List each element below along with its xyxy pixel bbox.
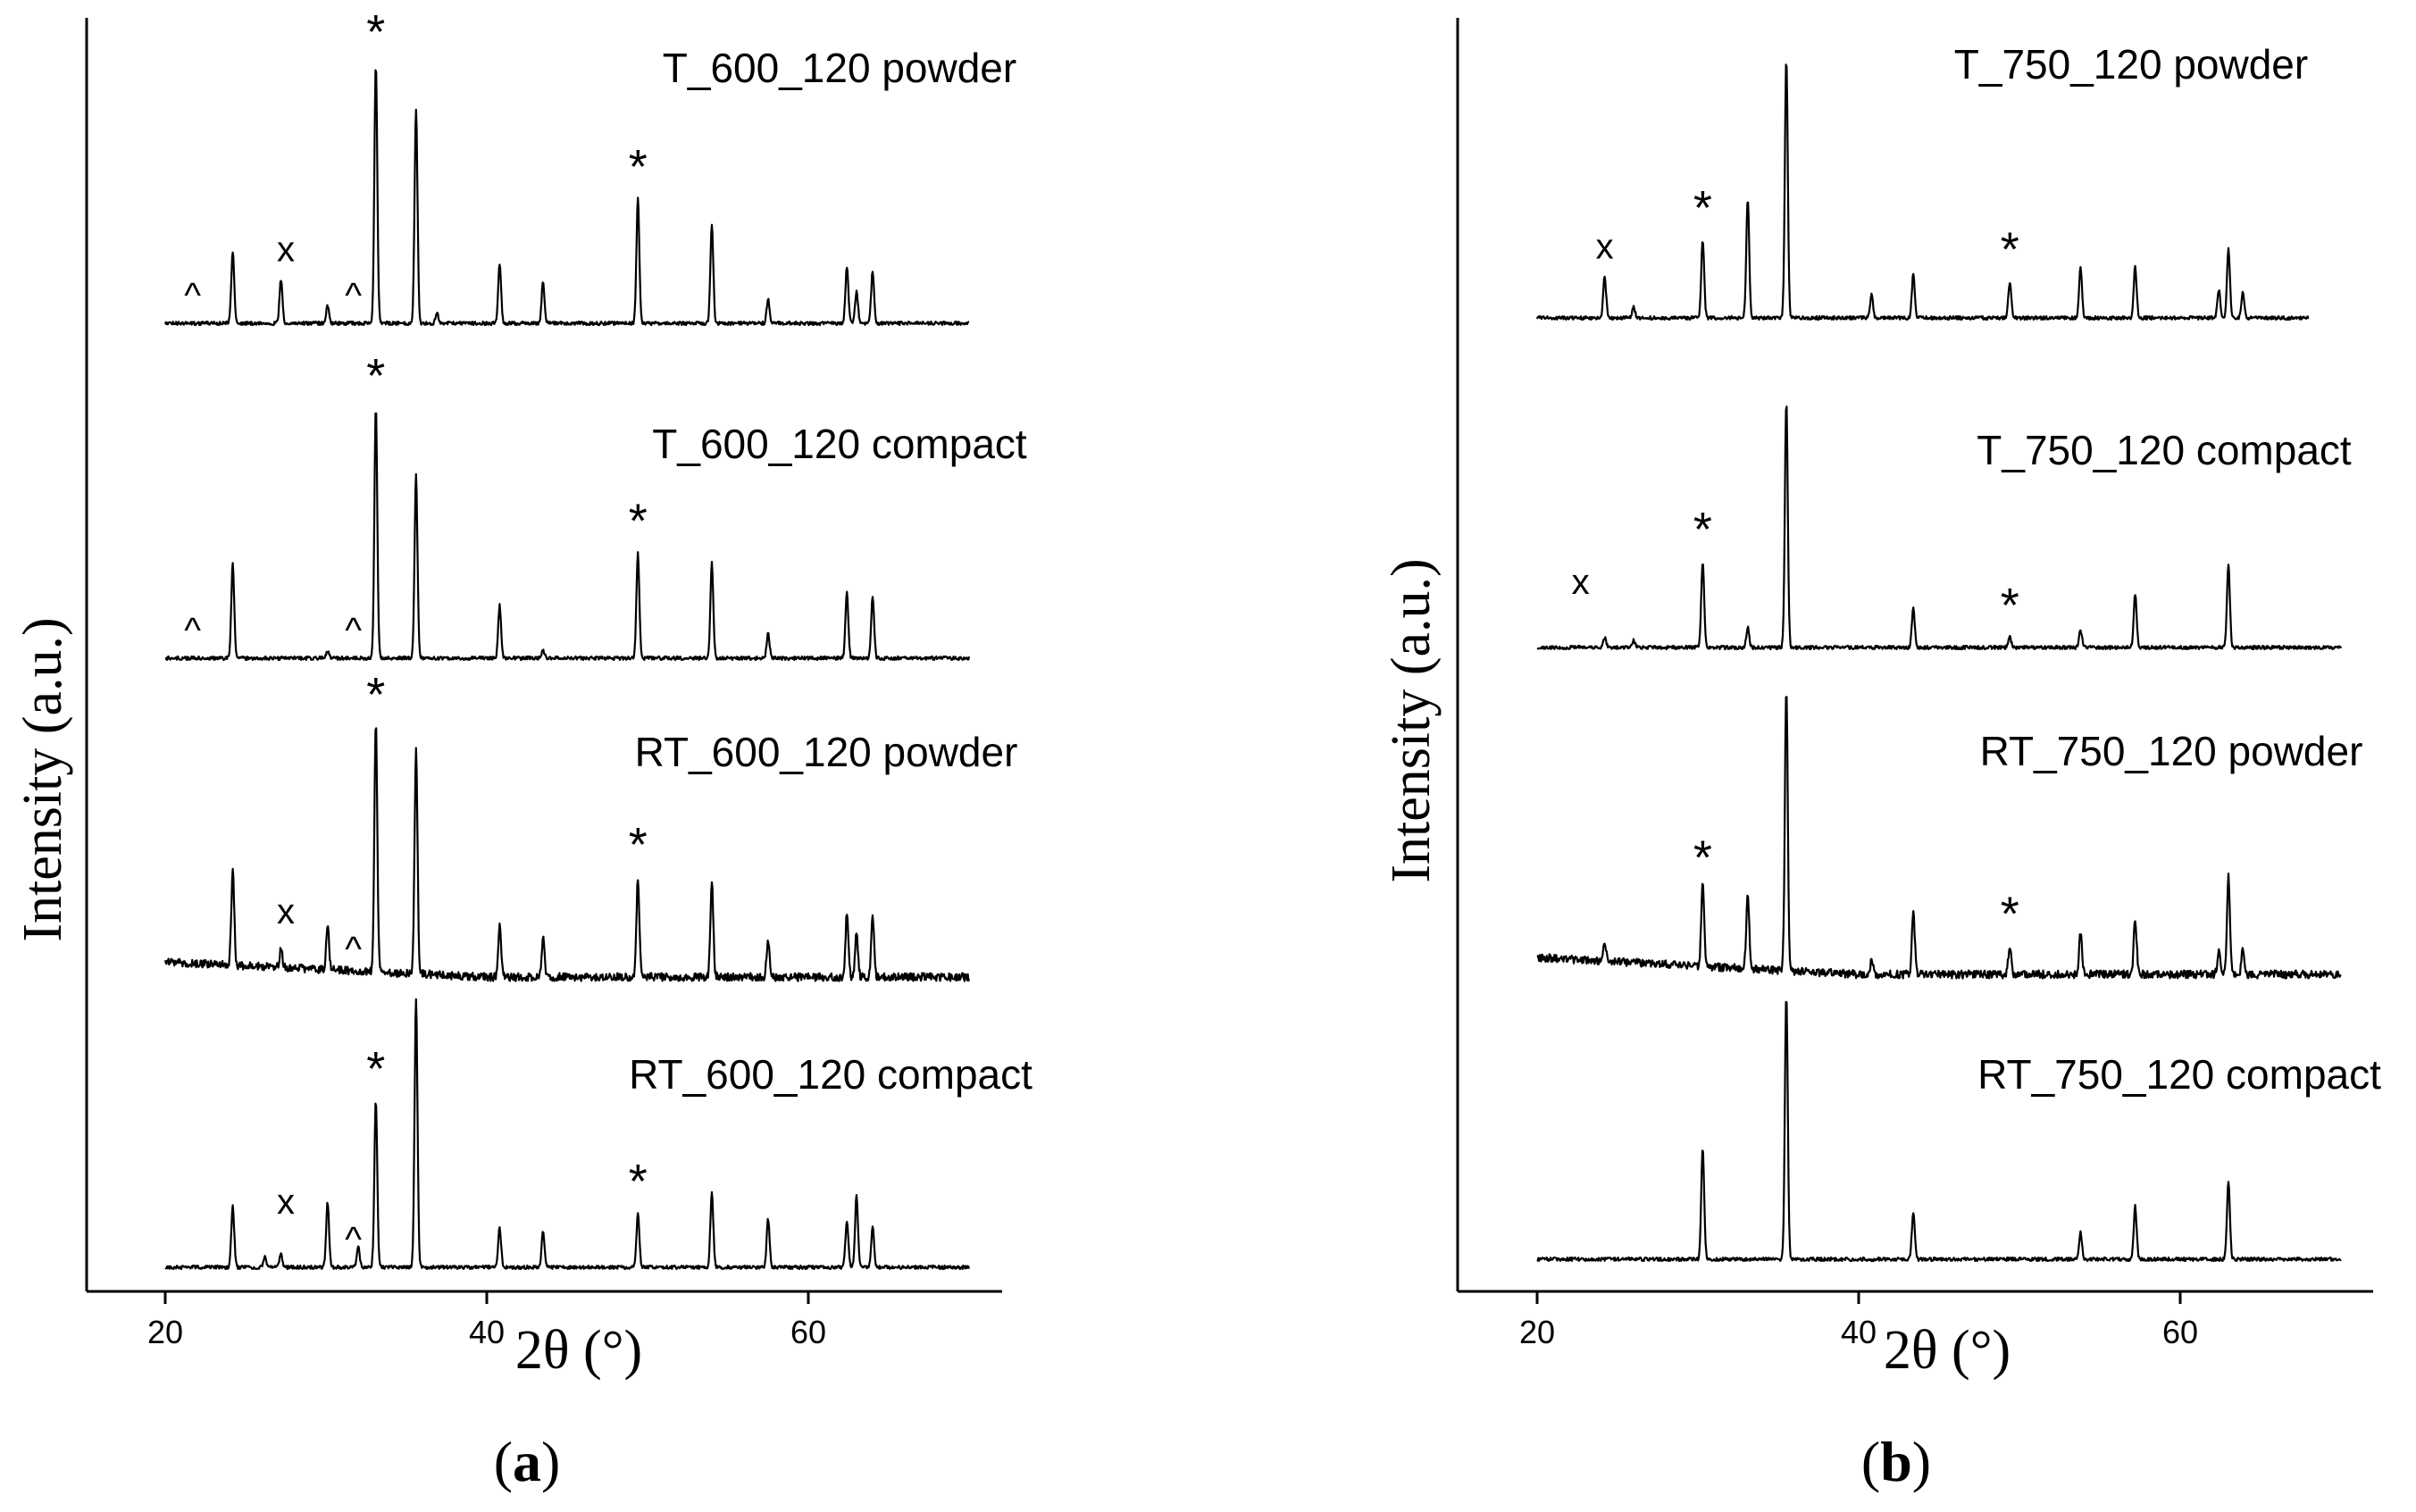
- series-label-a-2: T_600_120 compact: [652, 421, 1027, 467]
- peak-marker-a-2-3: *: [366, 349, 385, 403]
- series-label-b-2: T_750_120 compact: [1977, 427, 2352, 473]
- peak-marker-a-1-4: *: [366, 5, 385, 59]
- x-tick-label-b-40: 40: [1841, 1314, 1877, 1350]
- series-line-b-3: [1536, 696, 2342, 980]
- peak-marker-a-1-3: ^: [345, 276, 362, 315]
- peak-marker-a-3-2: ^: [345, 930, 362, 969]
- peak-marker-a-1-2: x: [277, 230, 295, 270]
- peak-marker-b-3-1: *: [1693, 831, 1712, 885]
- series-line-b-2: [1536, 405, 2343, 651]
- series-label-a-1: T_600_120 powder: [663, 45, 1016, 91]
- peak-marker-a-3-4: *: [629, 818, 648, 872]
- peak-marker-b-2-3: *: [2001, 579, 2019, 632]
- x-tick-label-b-60: 60: [2162, 1314, 2198, 1350]
- series-label-b-1: T_750_120 powder: [1954, 41, 2308, 88]
- peak-marker-b-1-1: x: [1596, 228, 1614, 267]
- x-axis-label-b: 2θ (°): [1884, 1320, 2011, 1381]
- series-label-a-3: RT_600_120 powder: [635, 729, 1018, 775]
- peak-marker-a-3-1: x: [277, 892, 295, 931]
- peak-marker-a-4-3: *: [366, 1042, 385, 1096]
- y-axis-label-a: Intensity (a.u.): [13, 617, 73, 941]
- peak-marker-b-2-2: *: [1693, 503, 1712, 556]
- peak-marker-a-4-2: ^: [345, 1220, 362, 1259]
- peak-marker-b-1-3: *: [2001, 222, 2019, 276]
- panel-a: Intensity (a.u.) 2θ (°) (a) 20 40 60 T_600…: [13, 5, 1032, 1493]
- y-axis-label-b: Intensity (a.u.): [1381, 558, 1442, 882]
- peak-marker-a-4-1: x: [277, 1182, 295, 1222]
- x-tick-label-a-20: 20: [147, 1314, 183, 1350]
- peak-marker-a-3-3: *: [366, 668, 385, 722]
- panel-label-b: (b): [1861, 1430, 1931, 1493]
- peak-marker-a-2-4: *: [629, 494, 648, 547]
- series-line-a-3: [163, 727, 971, 982]
- series-label-b-3: RT_750_120 powder: [1980, 728, 2363, 774]
- series-line-a-1: [163, 69, 970, 327]
- peak-marker-a-4-4: *: [629, 1155, 648, 1208]
- series-label-b-4: RT_750_120 compact: [1977, 1051, 2381, 1098]
- x-tick-label-a-60: 60: [790, 1314, 826, 1350]
- peak-marker-b-3-2: *: [2001, 888, 2019, 941]
- series-label-a-4: RT_600_120 compact: [629, 1051, 1032, 1098]
- series-line-a-2: [164, 412, 971, 662]
- x-tick-label-b-20: 20: [1519, 1314, 1555, 1350]
- panel-label-a: (a): [494, 1430, 561, 1493]
- peak-marker-b-2-1: x: [1572, 563, 1590, 602]
- series-line-b-1: [1535, 63, 2310, 322]
- peak-marker-a-1-5: *: [629, 140, 648, 194]
- panel-b: Intensity (a.u.) 2θ (°) (b) 20 40 60 T_750…: [1381, 18, 2381, 1493]
- peak-marker-a-1-1: ^: [184, 276, 201, 315]
- series-line-b-4: [1536, 1000, 2342, 1263]
- peak-marker-b-1-2: *: [1693, 181, 1712, 235]
- peak-marker-a-2-2: ^: [345, 611, 362, 650]
- peak-marker-a-2-1: ^: [184, 611, 201, 650]
- x-axis-label-a: 2θ (°): [515, 1320, 642, 1381]
- x-tick-label-a-40: 40: [469, 1314, 505, 1350]
- series-line-a-4: [164, 998, 971, 1271]
